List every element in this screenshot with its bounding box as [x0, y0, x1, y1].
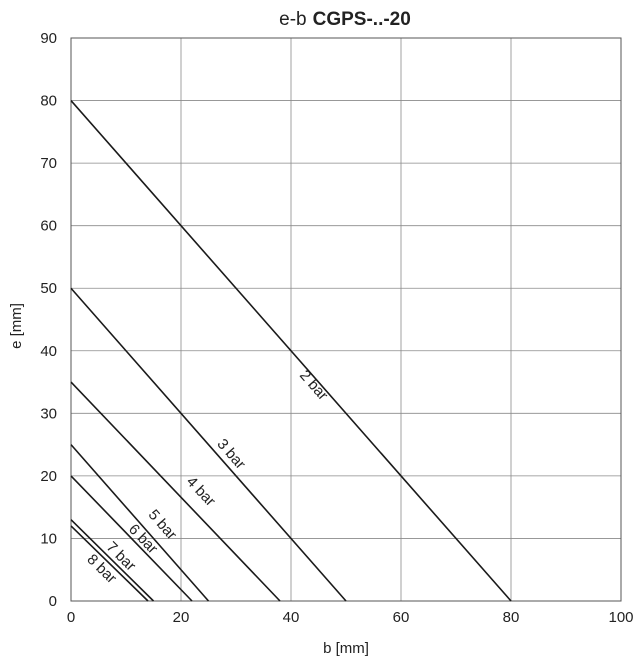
y-tick-label: 40 — [40, 343, 57, 360]
x-tick-label: 100 — [608, 609, 633, 626]
series-line-4-bar — [70, 381, 281, 602]
y-tick-label: 90 — [40, 30, 57, 47]
y-tick-label: 70 — [40, 155, 57, 172]
y-tick-label: 0 — [49, 593, 57, 610]
y-tick-label: 30 — [40, 405, 57, 422]
series-line-7-bar — [70, 519, 155, 602]
x-tick-label: 20 — [173, 609, 190, 626]
series-line-3-bar — [70, 287, 347, 602]
y-axis-label: e [mm] — [8, 303, 25, 349]
x-tick-label: 80 — [503, 609, 520, 626]
chart-title-main: CGPS-..-20 — [313, 9, 411, 30]
x-tick-label: 0 — [67, 609, 75, 626]
x-tick-label: 60 — [393, 609, 410, 626]
y-tick-label: 80 — [40, 93, 57, 110]
x-tick-labels: 0 20 40 60 80 100 — [67, 609, 634, 626]
y-tick-labels: 0 10 20 30 40 50 60 70 80 90 — [40, 30, 57, 610]
chart-title: e-b CGPS-..-20 — [279, 9, 411, 30]
series-line-8-bar — [70, 525, 149, 602]
series-line-6-bar — [70, 475, 193, 602]
y-tick-label: 50 — [40, 280, 57, 297]
x-axis-label: b [mm] — [323, 640, 369, 657]
series-line-2-bar — [70, 100, 512, 602]
x-tick-label: 40 — [283, 609, 300, 626]
series-label-3-bar: 3 bar — [213, 436, 248, 473]
y-tick-label: 60 — [40, 218, 57, 235]
chart-title-prefix: e-b — [279, 9, 306, 30]
series-label-2-bar: 2 bar — [296, 367, 331, 404]
series-line-5-bar — [70, 444, 210, 602]
series-lines — [70, 100, 512, 602]
y-tick-label: 20 — [40, 468, 57, 485]
y-tick-label: 10 — [40, 530, 57, 547]
